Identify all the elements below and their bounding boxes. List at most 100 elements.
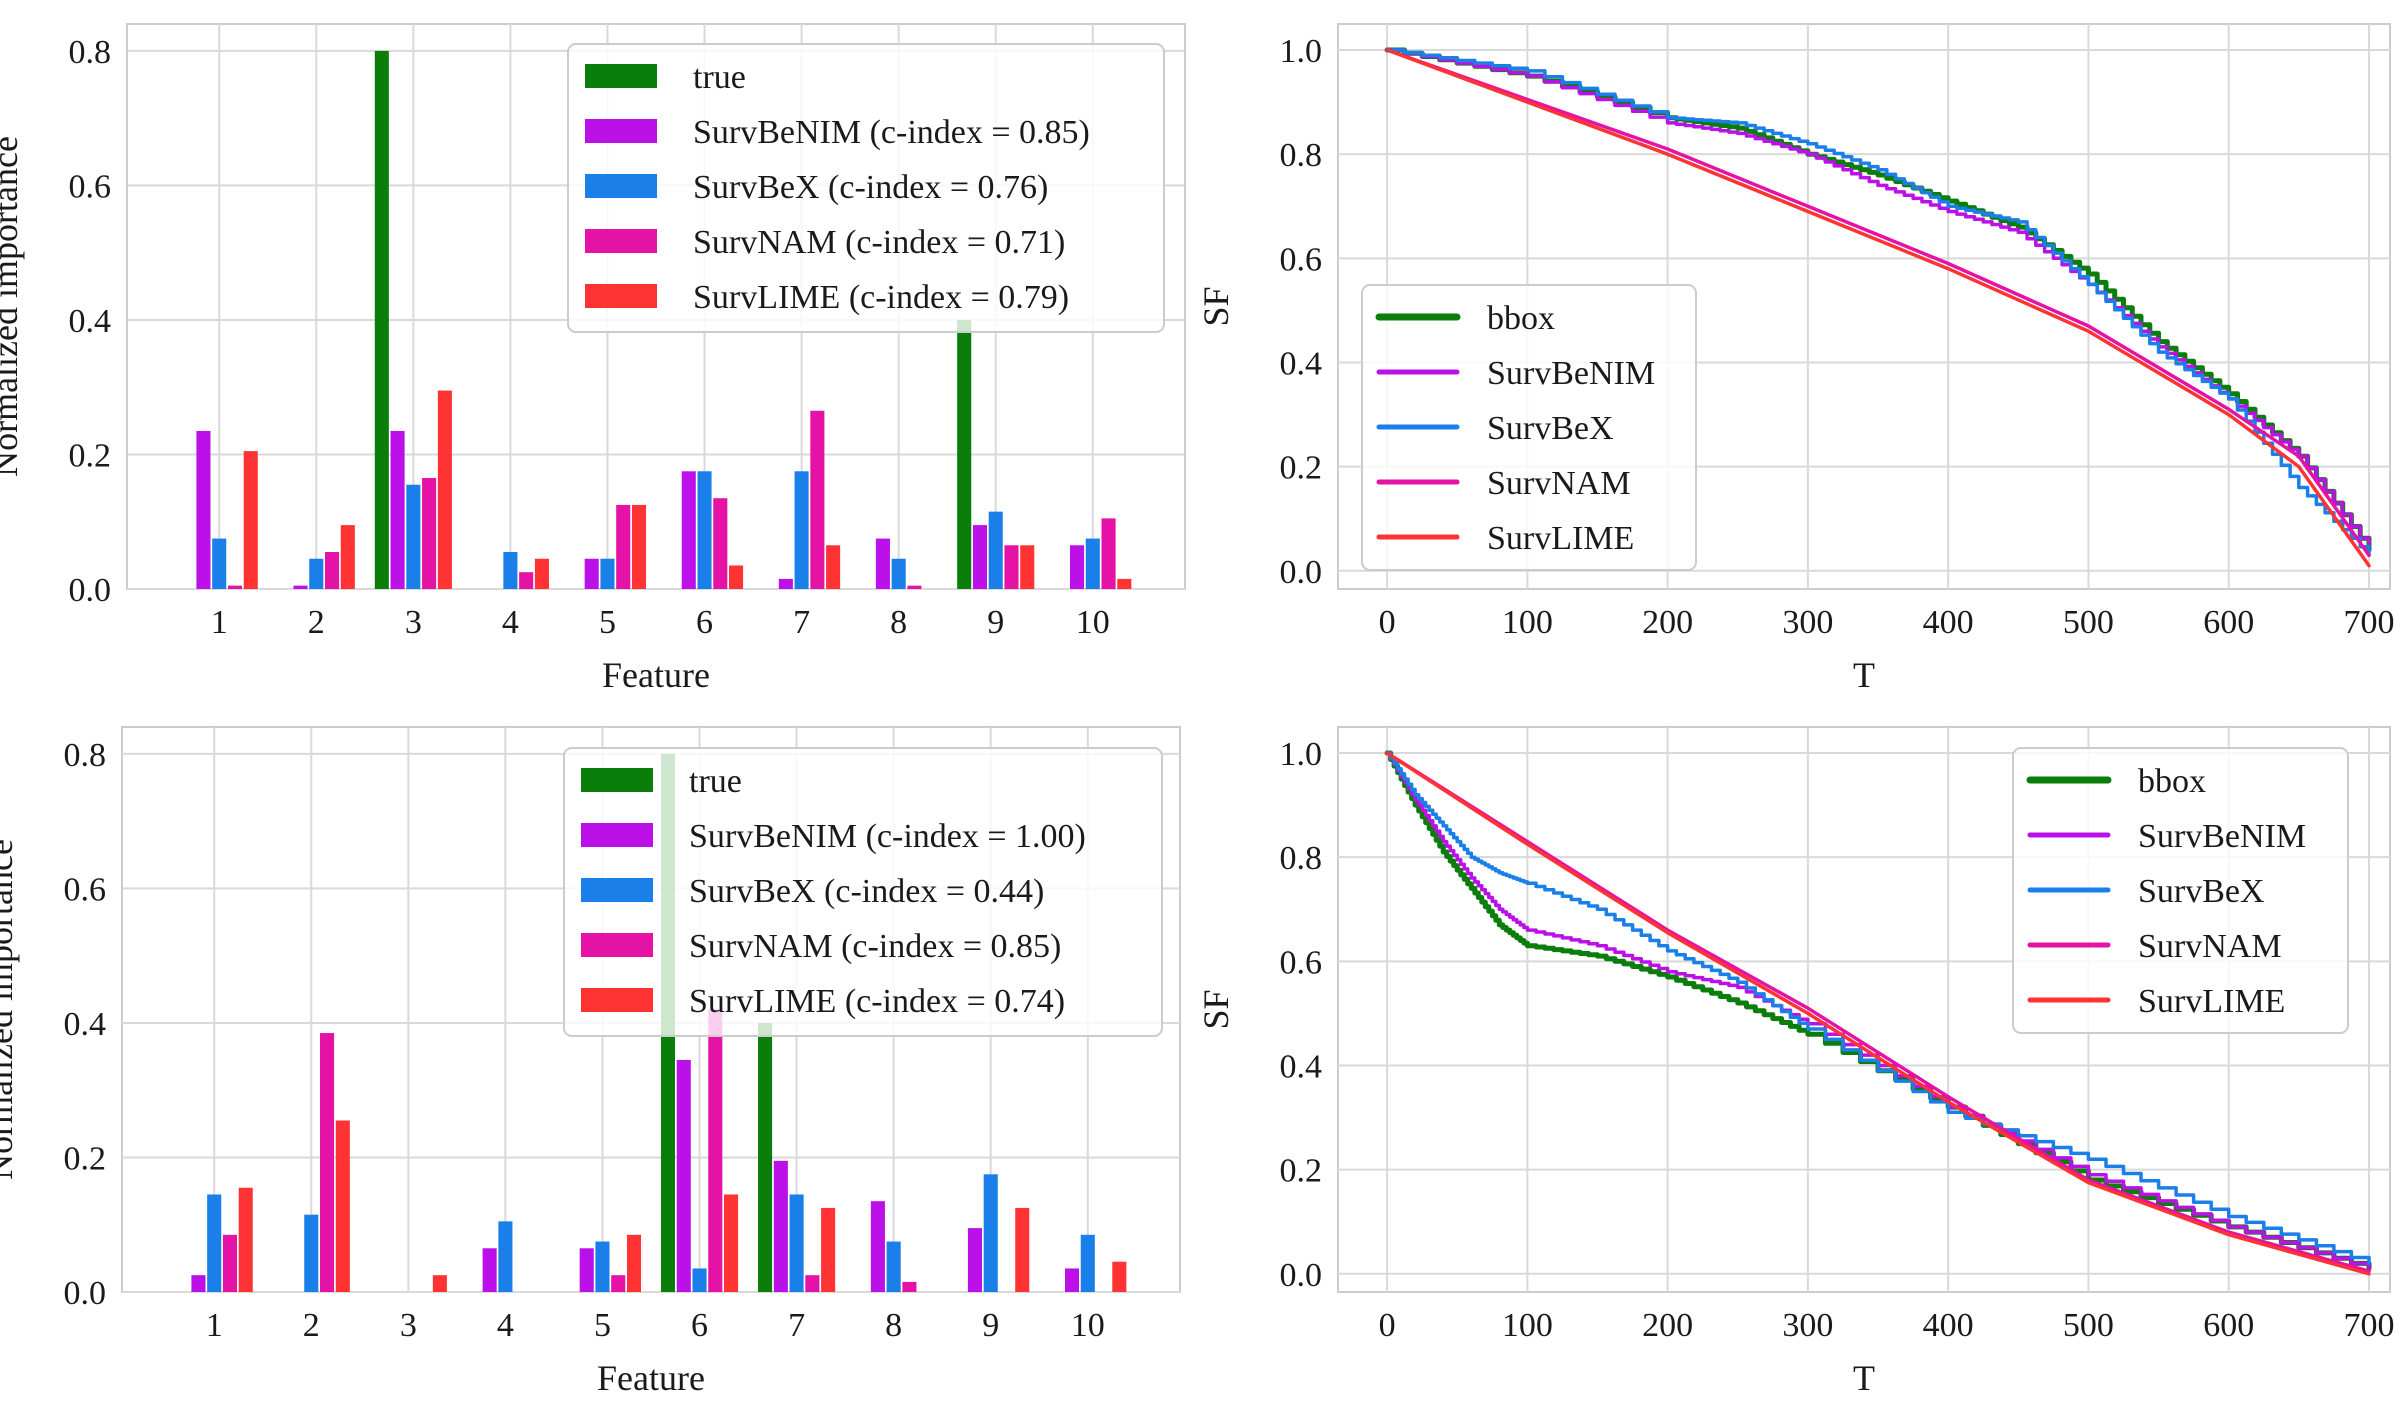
y-axis-label: Normalized importance	[0, 136, 25, 477]
legend: bbox SurvBeNIM SurvBeX SurvNAM SurvLIME	[2012, 747, 2349, 1034]
legend-swatch	[585, 119, 657, 143]
x-tick-label: 1	[211, 604, 228, 641]
survival-chart-top-right: 0 100 200 300 400 500 600 700 0.0 0.2 0.4 0.6 0.8 1.0…	[1196, 23, 2394, 695]
x-tick-label: 200	[1642, 1307, 1693, 1344]
x-tick-label: 1	[206, 1307, 223, 1344]
y-tick-label: 1.0	[1280, 736, 1323, 773]
survival-curve	[1385, 751, 2371, 1271]
bar	[724, 1194, 739, 1292]
legend-box	[567, 43, 1165, 333]
x-tick-label: 6	[691, 1307, 708, 1344]
y-tick-label: 0.8	[1280, 137, 1323, 174]
x-tick-label: 0	[1379, 1307, 1396, 1344]
x-tick-label: 700	[2343, 1307, 2394, 1344]
legend: true SurvBeNIM (c-index = 1.00) SurvBeX (c…	[563, 747, 1163, 1037]
x-tick-label: 400	[1923, 604, 1974, 641]
y-tick-label: 0.6	[1280, 241, 1323, 278]
bar	[293, 585, 308, 589]
y-tick-label: 0.8	[64, 737, 107, 774]
legend-box	[1361, 284, 1697, 571]
legend-label: SurvBeNIM (c-index = 1.00)	[689, 818, 1086, 855]
y-tick-label: 0.4	[1280, 345, 1323, 382]
x-tick-label: 9	[982, 1307, 999, 1344]
legend-label: SurvNAM (c-index = 0.71)	[693, 224, 1065, 261]
y-tick-label: 0.6	[69, 168, 112, 205]
bar	[309, 558, 324, 589]
bar	[891, 558, 906, 589]
bar	[222, 1234, 238, 1292]
x-tick-label: 0	[1379, 604, 1396, 641]
survival-curve	[1385, 48, 2371, 568]
x-tick-label: 5	[599, 604, 616, 641]
y-tick-label: 0.8	[69, 34, 112, 71]
bar	[1015, 1207, 1030, 1292]
bar	[681, 471, 696, 589]
legend-label: SurvBeX	[2138, 873, 2265, 910]
bar	[758, 1022, 773, 1292]
y-tick-label: 0.0	[1280, 1257, 1323, 1294]
bar	[422, 478, 437, 589]
legend-label: bbox	[1487, 300, 1555, 337]
y-tick-label: 0.4	[1280, 1048, 1323, 1085]
x-tick-label: 8	[890, 604, 907, 641]
bar	[503, 552, 518, 589]
bar	[406, 484, 421, 589]
legend: bbox SurvBeNIM SurvBeX SurvNAM SurvLIME	[1361, 284, 1697, 571]
x-tick-label: 300	[1782, 1307, 1833, 1344]
x-tick-label: 500	[2063, 604, 2114, 641]
legend-label: SurvLIME (c-index = 0.74)	[689, 983, 1065, 1020]
legend-swatch	[581, 988, 653, 1012]
bar	[626, 1234, 642, 1292]
y-tick-label: 0.6	[64, 871, 107, 908]
bar	[692, 1268, 707, 1292]
legend-label: SurvBeX (c-index = 0.44)	[689, 873, 1044, 910]
legend-swatch	[581, 823, 653, 847]
bar	[708, 1009, 723, 1292]
bar	[519, 572, 534, 589]
x-tick-label: 200	[1642, 604, 1693, 641]
bar	[1080, 1234, 1095, 1292]
legend-label: SurvBeNIM	[1487, 355, 1655, 392]
x-tick-label: 4	[497, 1307, 514, 1344]
bar	[227, 585, 243, 589]
bar	[1112, 1261, 1127, 1292]
bar	[207, 1194, 222, 1292]
bar	[616, 504, 631, 589]
bar	[631, 504, 647, 589]
bar	[805, 1275, 820, 1292]
legend-label: true	[693, 59, 746, 96]
bar	[902, 1281, 917, 1292]
legend-label: SurvLIME (c-index = 0.79)	[693, 279, 1069, 316]
x-tick-label: 3	[400, 1307, 417, 1344]
y-tick-label: 0.0	[69, 572, 112, 609]
bar	[794, 471, 809, 589]
y-tick-label: 0.0	[1280, 554, 1323, 591]
bar-chart-bottom-left: 1 2 3 4 5 6 7 8 9 10 0.0 0.2 0.4 0.6 0.8 Normalized imp…	[0, 726, 1181, 1398]
legend-box	[2012, 747, 2349, 1034]
survival-curve	[1385, 48, 2371, 557]
x-axis-label: T	[1853, 655, 1875, 695]
x-tick-label: 7	[788, 1307, 805, 1344]
x-tick-label: 700	[2343, 604, 2394, 641]
y-tick-label: 0.8	[1280, 840, 1323, 877]
bar	[870, 1201, 885, 1292]
bar	[907, 585, 922, 589]
survival-curve	[1385, 48, 2371, 557]
bar	[320, 1033, 335, 1292]
bar	[335, 1120, 350, 1292]
x-tick-label: 8	[885, 1307, 902, 1344]
y-tick-label: 0.2	[69, 437, 112, 474]
bar	[579, 1248, 594, 1292]
legend-label: SurvBeNIM (c-index = 0.85)	[693, 114, 1090, 151]
x-tick-label: 3	[405, 604, 422, 641]
bar	[821, 1207, 836, 1292]
series-lines	[1384, 750, 2372, 1276]
legend-label: SurvBeX	[1487, 410, 1614, 447]
legend-swatch	[581, 933, 653, 957]
bar	[432, 1275, 447, 1292]
y-tick-label: 0.2	[1280, 450, 1323, 487]
bar	[778, 578, 793, 589]
survival-curve	[1385, 751, 2371, 1273]
bar	[595, 1241, 610, 1292]
